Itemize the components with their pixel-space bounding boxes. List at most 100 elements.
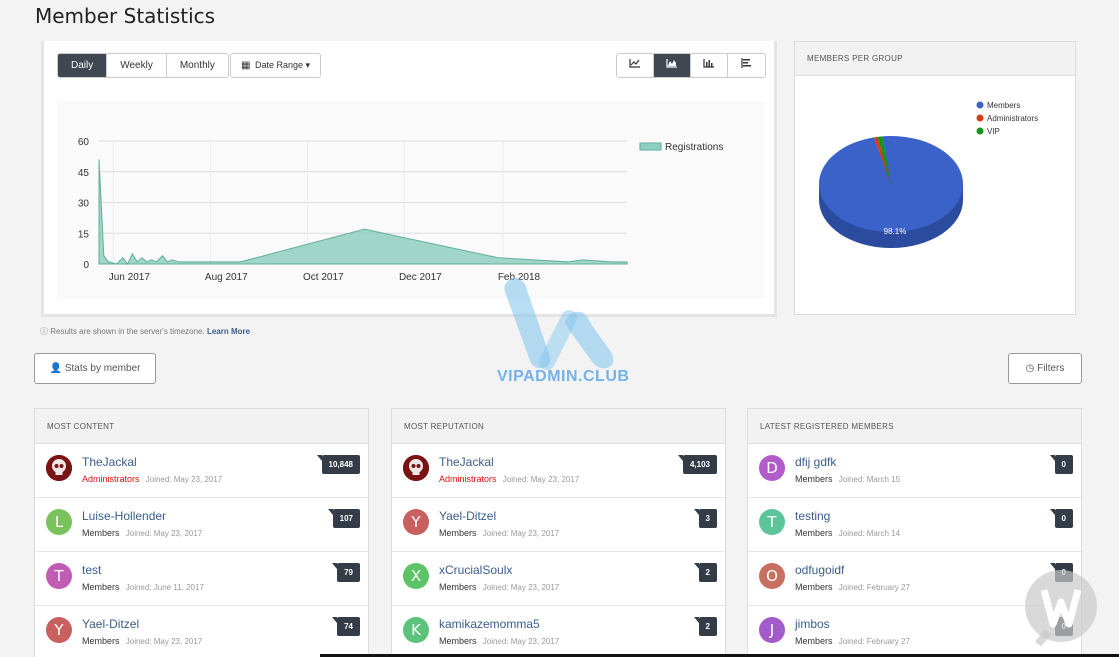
member-joined: Joined: May 23, 2017: [482, 529, 560, 538]
member-name-link[interactable]: test: [82, 563, 102, 577]
watermark-text: VIPADMIN.CLUB: [497, 368, 630, 385]
member-group: Members: [82, 636, 120, 646]
member-joined: Joined: February 27: [838, 583, 910, 592]
count-badge: 2: [693, 563, 717, 582]
period-tabs: Daily Weekly Monthly: [57, 53, 229, 78]
member-name-link[interactable]: jimbos: [795, 617, 830, 631]
clock-icon: ◷: [1025, 363, 1035, 374]
count-badge: 0: [1049, 617, 1073, 636]
member-meta: Members Joined: February 27: [795, 636, 910, 646]
legend-dot: [976, 114, 984, 122]
y-tick-label: 45: [78, 168, 90, 179]
member-joined: Joined: May 23, 2017: [125, 637, 203, 646]
member-joined: Joined: March 14: [838, 529, 901, 538]
tab-daily[interactable]: Daily: [58, 54, 108, 77]
member-meta: Administrators Joined: May 23, 2017: [82, 474, 222, 484]
avatar[interactable]: L: [46, 509, 72, 535]
bar-chart-icon: [703, 59, 714, 68]
list-panel-1: Most reputation TheJackal Administrators…: [391, 408, 726, 657]
y-tick-label: 0: [83, 260, 89, 271]
member-name-link[interactable]: testing: [795, 509, 831, 523]
avatar[interactable]: X: [403, 563, 429, 589]
stats-by-member-label: Stats by member: [64, 363, 141, 374]
member-joined: Joined: May 23, 2017: [145, 475, 223, 484]
list-item: T testing Members Joined: March 14 0: [748, 498, 1081, 552]
x-tick-label: Dec 2017: [399, 272, 442, 283]
avatar[interactable]: O: [759, 563, 785, 589]
horizontal-bar-chart-button[interactable]: [728, 54, 765, 77]
timezone-note-text: Results are shown in the server's timezo…: [50, 327, 205, 336]
avatar[interactable]: J: [759, 617, 785, 643]
registrations-chart-panel: Daily Weekly Monthly ▦ Date Range ▾ 60 45…: [41, 41, 777, 317]
avatar[interactable]: [46, 455, 72, 481]
member-name-link[interactable]: dfij gdfk: [795, 455, 837, 469]
member-group: Members: [795, 582, 833, 592]
member-meta: Members Joined: March 15: [795, 474, 900, 484]
member-joined: Joined: February 27: [838, 637, 910, 646]
avatar[interactable]: Y: [46, 617, 72, 643]
member-meta: Members Joined: May 23, 2017: [439, 582, 559, 592]
pie-slice-vip: [877, 136, 891, 184]
member-name-link[interactable]: kamikazemomma5: [439, 617, 540, 631]
count-badge: 0: [1049, 509, 1073, 528]
count-badge: 107: [327, 509, 360, 528]
horizontal-bar-chart-icon: [740, 58, 751, 68]
avatar[interactable]: T: [46, 563, 72, 589]
filters-button[interactable]: ◷ Filters: [1008, 353, 1082, 384]
member-meta: Members Joined: May 23, 2017: [439, 636, 559, 646]
pie-legend-label: Members: [987, 101, 1020, 110]
member-name-link[interactable]: Yael-Ditzel: [439, 509, 497, 523]
learn-more-link[interactable]: Learn More: [206, 327, 251, 336]
member-name-link[interactable]: odfugoidf: [795, 563, 845, 577]
list-title: Most reputation: [392, 409, 725, 444]
date-range-button[interactable]: ▦ Date Range ▾: [230, 53, 322, 78]
member-joined: Joined: May 23, 2017: [125, 529, 203, 538]
avatar[interactable]: K: [403, 617, 429, 643]
skull-icon: [46, 455, 72, 481]
list-item: K kamikazemomma5 Members Joined: May 23,…: [392, 606, 725, 657]
list-item: O odfugoidf Members Joined: February 27 …: [748, 552, 1081, 606]
avatar[interactable]: D: [759, 455, 785, 481]
list-item: L Luise-Hollender Members Joined: May 23…: [35, 498, 368, 552]
member-group: Administrators: [439, 474, 497, 484]
avatar[interactable]: Y: [403, 509, 429, 535]
count-badge: 79: [332, 563, 360, 582]
pie-legend-label: Administrators: [987, 114, 1038, 123]
member-joined: Joined: May 23, 2017: [482, 583, 560, 592]
member-name-link[interactable]: Luise-Hollender: [82, 509, 167, 523]
list-item: X xCrucialSoulx Members Joined: May 23, …: [392, 552, 725, 606]
member-name-link[interactable]: TheJackal: [82, 455, 137, 469]
member-name-link[interactable]: TheJackal: [439, 455, 494, 469]
bar-chart-button[interactable]: [691, 54, 728, 77]
y-tick-label: 15: [78, 229, 90, 240]
avatar[interactable]: T: [759, 509, 785, 535]
member-group: Members: [439, 636, 477, 646]
list-panel-0: Most content TheJackal Administrators Jo…: [34, 408, 369, 657]
member-group: Members: [439, 528, 477, 538]
list-item: J jimbos Members Joined: February 27 0: [748, 606, 1081, 657]
member-meta: Members Joined: June 11, 2017: [82, 582, 204, 592]
member-meta: Administrators Joined: May 23, 2017: [439, 474, 579, 484]
member-meta: Members Joined: May 23, 2017: [82, 528, 202, 538]
member-name-link[interactable]: Yael-Ditzel: [82, 617, 140, 631]
pie-slice-administrators: [873, 136, 891, 184]
area-chart-icon: [666, 59, 677, 68]
member-name-link[interactable]: xCrucialSoulx: [439, 563, 513, 577]
list-item: Y Yael-Ditzel Members Joined: May 23, 20…: [35, 606, 368, 657]
area-chart-button[interactable]: [654, 54, 691, 77]
user-icon: 👤: [49, 363, 63, 374]
date-range-label: Date Range ▾: [254, 60, 311, 70]
count-badge: 10,848: [316, 455, 360, 474]
member-group: Members: [82, 582, 120, 592]
line-chart-button[interactable]: [617, 54, 654, 77]
tab-weekly[interactable]: Weekly: [107, 54, 167, 77]
member-group: Members: [82, 528, 120, 538]
avatar[interactable]: [403, 455, 429, 481]
legend-swatch: [639, 142, 662, 151]
list-title: Latest registered members: [748, 409, 1081, 444]
tab-monthly[interactable]: Monthly: [179, 60, 215, 71]
registrations-area: [98, 159, 628, 265]
count-badge: 4,103: [677, 455, 717, 474]
stats-by-member-button[interactable]: 👤 Stats by member: [34, 353, 156, 384]
legend-dot: [976, 101, 984, 109]
